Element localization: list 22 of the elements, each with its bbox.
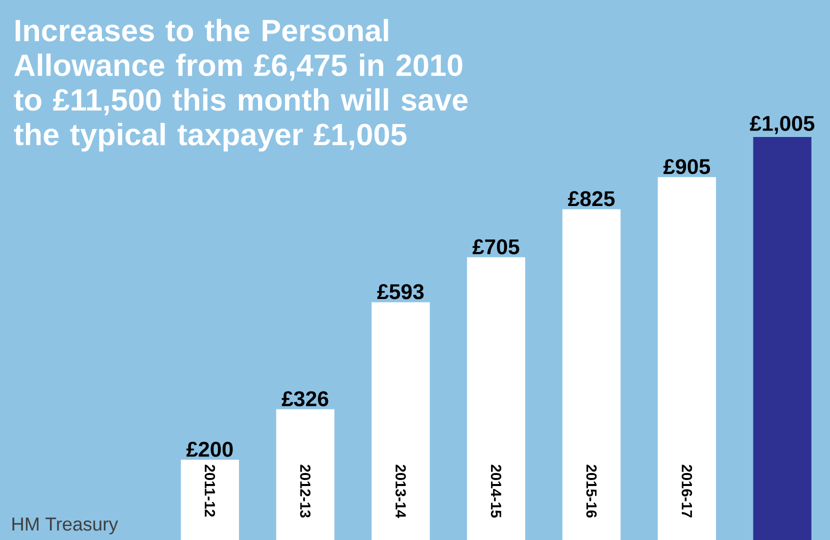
data-label: £905 bbox=[663, 159, 710, 174]
bar bbox=[276, 409, 334, 540]
x-tick-label: 2012-13 bbox=[300, 464, 310, 518]
x-tick-label: 2013-14 bbox=[395, 464, 406, 518]
x-tick-label: 2014-15 bbox=[490, 464, 502, 518]
text: HM Treasury bbox=[12, 518, 118, 534]
data-label: £200 bbox=[186, 442, 233, 457]
bar bbox=[180, 460, 239, 540]
bar bbox=[372, 302, 430, 540]
x-tick-label: 2016-17 bbox=[682, 464, 692, 518]
bar bbox=[562, 209, 621, 540]
chart-title: Increases to the Personal Allowance from £6,475 in 2010 to £11,500 this month will save the typical taxpayer £1,005 bbox=[14, 18, 468, 152]
bar bbox=[753, 137, 812, 540]
data-label: £705 bbox=[472, 239, 520, 254]
x-tick-label: 2015-16 bbox=[586, 464, 597, 518]
data-label: £326 bbox=[282, 391, 328, 406]
bar bbox=[467, 257, 526, 540]
data-label: £1,005 bbox=[750, 116, 814, 134]
bar bbox=[658, 177, 716, 540]
data-label: £825 bbox=[568, 191, 615, 206]
data-label: £593 bbox=[377, 284, 424, 300]
x-tick-label: 2011-12 bbox=[204, 464, 216, 517]
